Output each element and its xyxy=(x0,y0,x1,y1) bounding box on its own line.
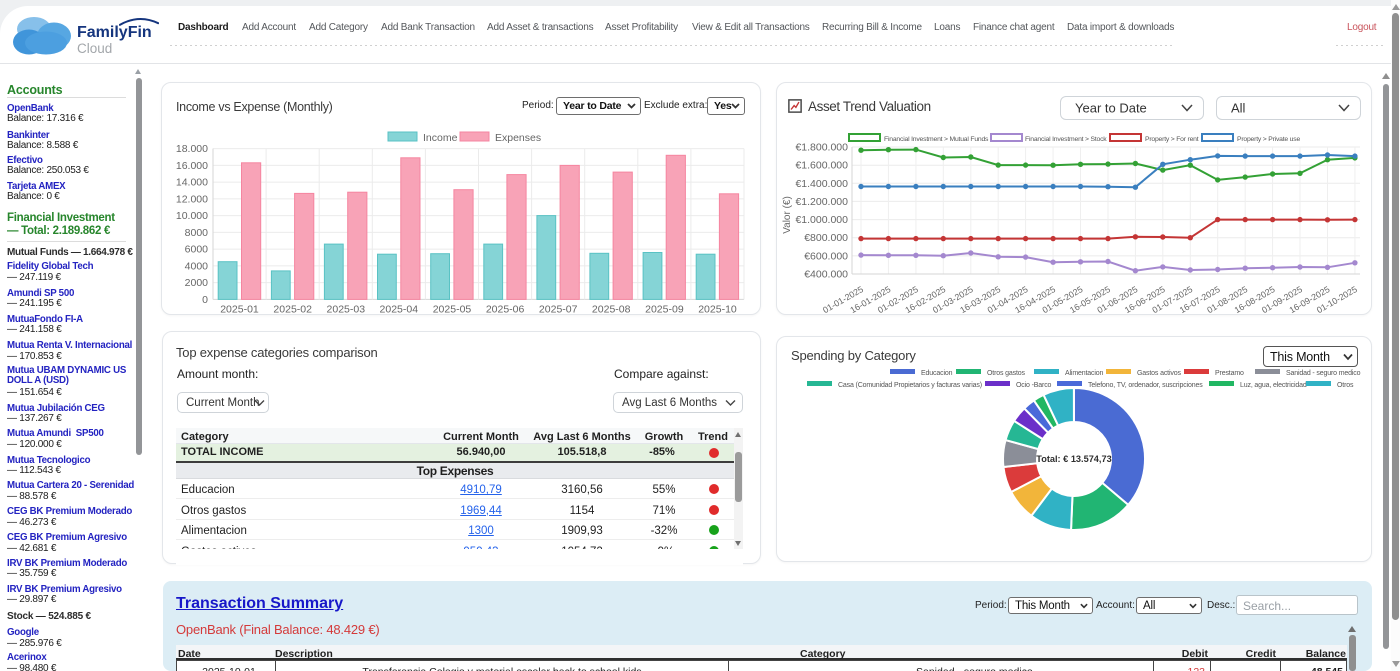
svg-text:Financial Investment > Mutual: Financial Investment > Mutual Funds xyxy=(884,136,989,143)
svg-text:16.000: 16.000 xyxy=(176,160,208,172)
svg-text:€1.800.000: €1.800.000 xyxy=(795,142,848,154)
svg-text:€1.200.000: €1.200.000 xyxy=(795,196,848,208)
svg-text:0: 0 xyxy=(202,294,208,306)
svg-text:€600.000: €600.000 xyxy=(804,250,848,262)
svg-text:Ocio -Barco: Ocio -Barco xyxy=(1016,382,1052,389)
svg-text:Total: € 13.574,73: Total: € 13.574,73 xyxy=(1036,454,1111,464)
svg-text:Property > For rent: Property > For rent xyxy=(1145,136,1199,143)
svg-text:Otros: Otros xyxy=(1337,382,1354,389)
svg-text:€1.000.000: €1.000.000 xyxy=(795,214,848,226)
svg-text:Casa (Comunidad Propietarios y: Casa (Comunidad Propietarios y facturas … xyxy=(838,382,982,389)
svg-text:4000: 4000 xyxy=(185,260,209,272)
svg-text:€1.400.000: €1.400.000 xyxy=(795,178,848,190)
svg-text:Prestamo: Prestamo xyxy=(1215,370,1244,377)
svg-text:8000: 8000 xyxy=(185,227,209,239)
svg-text:2025-08: 2025-08 xyxy=(592,303,631,315)
svg-text:2025-06: 2025-06 xyxy=(486,303,525,315)
svg-text:Valor (€): Valor (€) xyxy=(782,196,793,234)
svg-text:€800.000: €800.000 xyxy=(804,232,848,244)
svg-text:€1.600.000: €1.600.000 xyxy=(795,160,848,172)
svg-text:2025-07: 2025-07 xyxy=(539,303,578,315)
svg-text:10.000: 10.000 xyxy=(176,210,208,222)
svg-text:2025-05: 2025-05 xyxy=(433,303,472,315)
svg-text:12.000: 12.000 xyxy=(176,193,208,205)
svg-text:2000: 2000 xyxy=(185,277,209,289)
svg-text:Expenses: Expenses xyxy=(495,132,541,144)
svg-text:Educacion: Educacion xyxy=(921,370,953,377)
svg-text:2025-10: 2025-10 xyxy=(698,303,737,315)
svg-text:€400.000: €400.000 xyxy=(804,269,848,281)
svg-text:Telefono, TV, ordenador, suscr: Telefono, TV, ordenador, suscripciones xyxy=(1088,382,1203,389)
svg-text:Luz, agua, electricidad: Luz, agua, electricidad xyxy=(1240,382,1307,389)
svg-text:Financial Investment > Stock: Financial Investment > Stock xyxy=(1025,136,1107,143)
svg-text:18.000: 18.000 xyxy=(176,143,208,155)
svg-text:2025-01: 2025-01 xyxy=(220,303,259,315)
svg-text:2025-03: 2025-03 xyxy=(327,303,366,315)
svg-text:Gastos activos: Gastos activos xyxy=(1137,370,1181,377)
svg-text:Alimentacion: Alimentacion xyxy=(1065,370,1104,377)
svg-text:14.000: 14.000 xyxy=(176,177,208,189)
svg-text:Property > Private use: Property > Private use xyxy=(1237,136,1300,143)
svg-text:2025-09: 2025-09 xyxy=(645,303,684,315)
svg-text:2025-02: 2025-02 xyxy=(273,303,312,315)
svg-text:6000: 6000 xyxy=(185,244,209,256)
svg-text:Otros gastos: Otros gastos xyxy=(987,370,1026,377)
svg-text:Sanidad - seguro medico: Sanidad - seguro medico xyxy=(1286,370,1361,377)
svg-text:2025-04: 2025-04 xyxy=(380,303,419,315)
svg-text:Income: Income xyxy=(423,132,458,144)
